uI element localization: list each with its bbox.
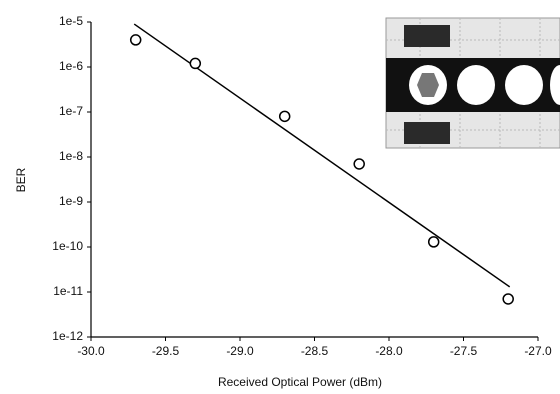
data-point bbox=[429, 237, 439, 247]
chart: BER Received Optical Power (dBm) 1e-12 1e… bbox=[0, 0, 560, 394]
data-point bbox=[190, 58, 200, 68]
x-tick-label: -27.5 bbox=[450, 344, 478, 358]
y-axis-label: BER bbox=[14, 167, 28, 192]
y-tick-label: 1e-6 bbox=[59, 59, 83, 73]
y-tick-label: 1e-5 bbox=[59, 14, 83, 28]
x-axis-label: Received Optical Power (dBm) bbox=[218, 375, 382, 389]
y-tick-label: 1e-10 bbox=[52, 239, 83, 253]
data-point bbox=[280, 111, 290, 121]
x-tick-label: -29.5 bbox=[152, 344, 180, 358]
y-tick-label: 1e-12 bbox=[52, 329, 83, 343]
y-tick-label: 1e-11 bbox=[53, 284, 83, 298]
y-tick-label: 1e-9 bbox=[59, 194, 83, 208]
y-tick-label: 1e-8 bbox=[59, 149, 83, 163]
x-tick-label: -28.5 bbox=[301, 344, 329, 358]
x-tick-label: -30.0 bbox=[77, 344, 105, 358]
y-tick-label: 1e-7 bbox=[59, 104, 83, 118]
data-point bbox=[354, 159, 364, 169]
data-point bbox=[131, 35, 141, 45]
data-point bbox=[503, 294, 513, 304]
x-tick-label: -28.0 bbox=[375, 344, 403, 358]
x-tick-label: -29.0 bbox=[226, 344, 254, 358]
eye-diagram-inset bbox=[386, 18, 560, 148]
x-tick-label: -27.0 bbox=[524, 344, 552, 358]
